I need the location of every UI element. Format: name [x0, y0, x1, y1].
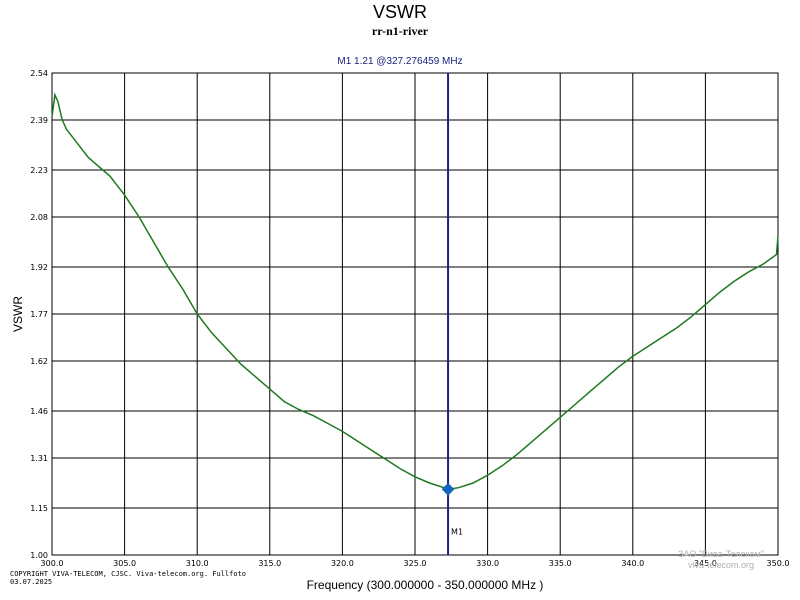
- y-tick-label: 1.92: [30, 263, 48, 272]
- vswr-series-line: [51, 92, 779, 491]
- x-tick-label: 300.0: [41, 559, 64, 568]
- x-tick-label: 320.0: [331, 559, 354, 568]
- x-tick-label: 325.0: [404, 559, 427, 568]
- x-tick-label: 335.0: [549, 559, 572, 568]
- y-tick-label: 1.31: [30, 454, 48, 463]
- x-axis-label: Frequency (300.000000 - 350.000000 MHz ): [307, 578, 544, 592]
- x-tick-label: 315.0: [258, 559, 281, 568]
- copyright-date: 03.07.2025: [10, 578, 53, 586]
- marker-point[interactable]: [441, 482, 455, 496]
- x-tick-label: 305.0: [113, 559, 136, 568]
- y-tick-label: 1.62: [30, 357, 48, 366]
- y-tick-label: 1.00: [30, 551, 48, 560]
- y-tick-label: 2.23: [30, 166, 48, 175]
- marker-label: M1: [451, 527, 463, 536]
- watermark-company: ЗАО "Вива-Телеком": [677, 549, 765, 559]
- y-tick-label: 1.77: [30, 310, 48, 319]
- y-tick-label: 2.54: [30, 69, 48, 78]
- x-tick-labels: 300.0 305.0 310.0 315.0 320.0 325.0 330.0 335.0…: [41, 559, 790, 568]
- chart-subtitle: rr-n1-river: [371, 24, 429, 38]
- y-tick-label: 1.15: [30, 504, 48, 513]
- y-tick-labels: 1.00 1.15 1.31 1.46 1.62 1.77 1.92 2.08 2.23 2.39…: [30, 69, 48, 560]
- x-tick-label: 350.0: [767, 559, 790, 568]
- chart-title: VSWR: [373, 2, 427, 22]
- x-tick-label: 345.0: [694, 559, 717, 568]
- y-tick-label: 2.39: [30, 116, 48, 125]
- y-axis-label: VSWR: [11, 296, 25, 332]
- marker-readout: M1 1.21 @327.276459 MHz: [337, 56, 463, 67]
- x-tick-label: 340.0: [621, 559, 644, 568]
- watermark: ЗАО "Вива-Телеком" viva-telecom.org: [666, 549, 776, 571]
- y-tick-label: 2.08: [30, 213, 48, 222]
- watermark-url: viva-telecom.org: [687, 560, 755, 570]
- x-tick-label: 330.0: [476, 559, 499, 568]
- y-tick-label: 1.46: [30, 407, 48, 416]
- copyright-line: COPYRIGHT VIVA-TELECOM, CJSC. Viva-telec…: [10, 570, 247, 578]
- copyright-note: COPYRIGHT VIVA-TELECOM, CJSC. Viva-telec…: [10, 570, 246, 586]
- x-tick-label: 310.0: [186, 559, 209, 568]
